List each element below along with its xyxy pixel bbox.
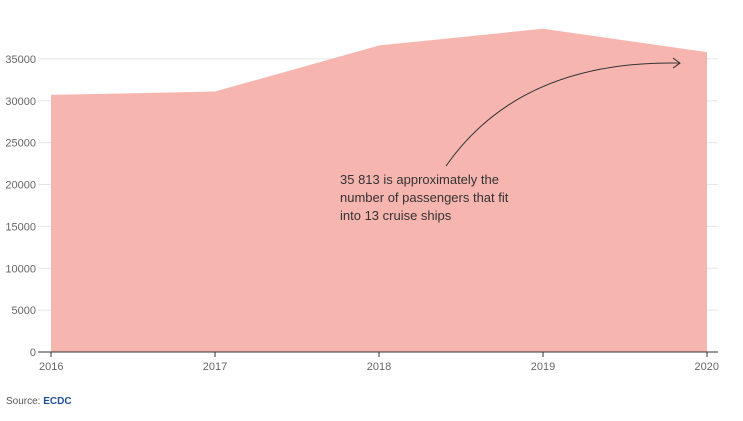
y-tick-label-15000: 15000 [5, 221, 36, 233]
x-tick-label-2020: 2020 [695, 361, 719, 373]
source-link[interactable]: ECDC [43, 396, 72, 407]
annotation-line-1: 35 813 is approximately the [340, 172, 499, 187]
x-tick-label-2016: 2016 [39, 361, 63, 373]
source-label: Source: [6, 396, 44, 407]
area-chart: 0 5000 10000 15000 20000 25000 30000 35000 2016 2… [5, 28, 719, 373]
area-fill [51, 28, 707, 352]
y-tick-label-30000: 30000 [5, 96, 36, 108]
x-tick-label-2018: 2018 [367, 361, 391, 373]
x-tick-label-2017: 2017 [203, 361, 227, 373]
y-tick-label-35000: 35000 [5, 54, 36, 66]
axes: 0 5000 10000 15000 20000 25000 30000 35000 2016 2… [5, 54, 719, 373]
source-note: Source: ECDC [6, 396, 72, 407]
y-tick-label-0: 0 [30, 347, 36, 359]
annotation-line-2: number of passengers that fit [340, 190, 509, 205]
annotation-arrowhead [672, 57, 681, 69]
annotation-line-3: into 13 cruise ships [340, 208, 452, 223]
y-tick-label-20000: 20000 [5, 180, 36, 192]
y-tick-label-5000: 5000 [12, 305, 36, 317]
annotation: 35 813 is approximately the number of pas… [340, 57, 681, 223]
y-tick-label-25000: 25000 [5, 138, 36, 150]
area-series [50, 28, 708, 352]
x-tick-label-2019: 2019 [531, 361, 555, 373]
y-tick-label-10000: 10000 [5, 263, 36, 275]
annotation-arrow [445, 62, 681, 167]
